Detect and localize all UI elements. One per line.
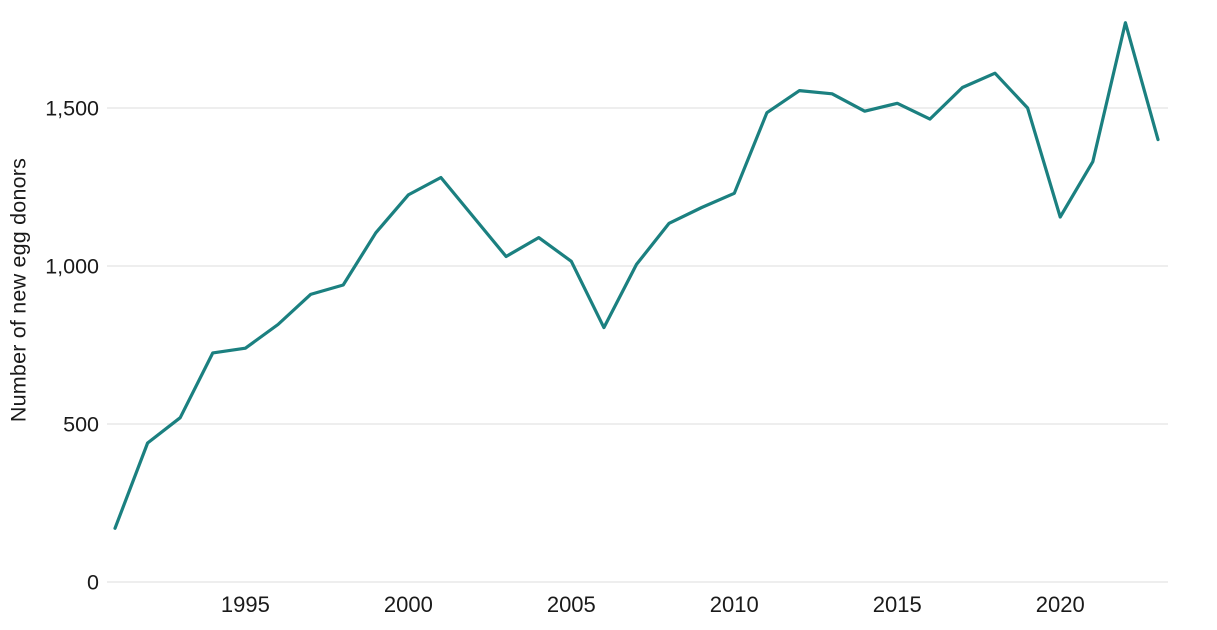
x-tick-label: 1995 bbox=[221, 592, 270, 617]
y-tick-label: 1,000 bbox=[45, 255, 99, 279]
x-tick-label: 2005 bbox=[547, 592, 596, 617]
y-axis-title: Number of new egg donors bbox=[6, 157, 31, 423]
y-tick-label: 1,500 bbox=[45, 97, 99, 121]
y-tick-label: 0 bbox=[87, 571, 99, 595]
x-tick-label: 2010 bbox=[710, 592, 759, 617]
x-tick-label: 2000 bbox=[384, 592, 433, 617]
y-tick-label: 500 bbox=[63, 413, 99, 437]
egg-donors-series-line bbox=[113, 21, 1160, 530]
x-tick-label: 2020 bbox=[1036, 592, 1085, 617]
x-tick-label: 2015 bbox=[873, 592, 922, 617]
